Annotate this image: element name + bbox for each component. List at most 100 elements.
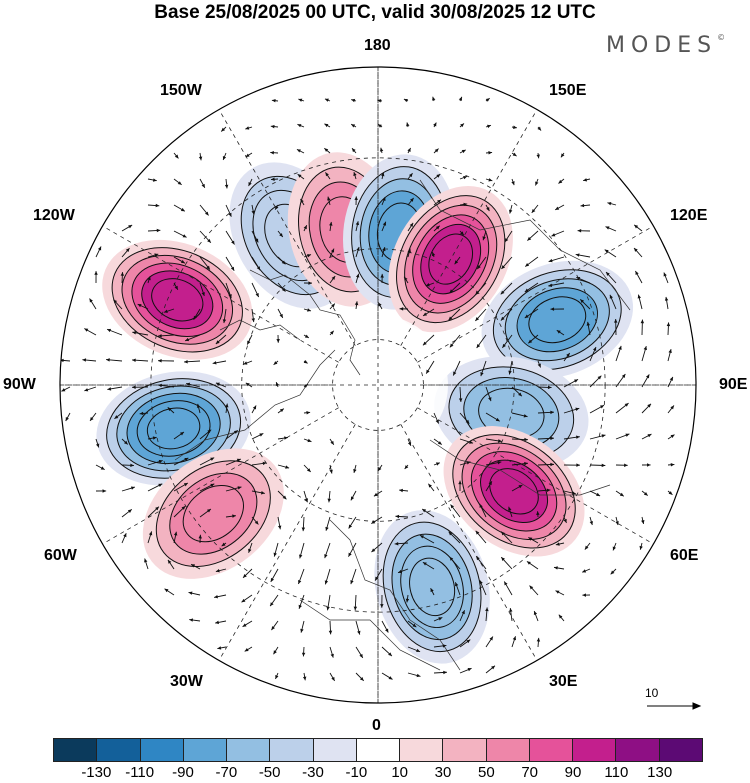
wind-arrow bbox=[609, 294, 617, 310]
wind-arrow bbox=[433, 173, 441, 180]
wind-arrow bbox=[407, 646, 421, 653]
wind-arrow bbox=[95, 438, 100, 448]
wind-arrow bbox=[242, 568, 253, 579]
wind-arrow bbox=[405, 594, 410, 603]
wind-arrow bbox=[425, 282, 435, 287]
wind-arrow bbox=[558, 178, 565, 184]
wind-arrow bbox=[667, 349, 672, 362]
wind-arrow bbox=[173, 531, 178, 544]
wind-arrow bbox=[508, 204, 513, 214]
wind-arrow bbox=[511, 125, 517, 129]
wind-arrow bbox=[84, 386, 97, 392]
wind-arrow bbox=[214, 594, 227, 599]
wind-arrow bbox=[251, 461, 267, 466]
wind-arrow bbox=[407, 222, 414, 232]
wind-arrow bbox=[458, 386, 463, 403]
wind-arrow bbox=[579, 298, 591, 310]
coastline bbox=[429, 439, 611, 496]
wind-arrow bbox=[121, 438, 129, 445]
lon-label-0: 0 bbox=[372, 717, 381, 734]
wind-arrow bbox=[277, 230, 284, 238]
wind-arrow bbox=[277, 516, 282, 530]
anomaly-contour bbox=[121, 254, 234, 345]
meridian bbox=[102, 407, 339, 545]
wind-arrow bbox=[485, 151, 493, 155]
wind-arrow bbox=[500, 556, 513, 570]
wind-arrow bbox=[381, 196, 386, 206]
wind-arrow bbox=[377, 123, 383, 128]
colorbar-tick-label: 30 bbox=[434, 764, 452, 781]
wind-arrow bbox=[550, 307, 565, 311]
wind-arrow bbox=[528, 537, 539, 544]
anomaly-contour bbox=[111, 247, 243, 353]
wind-arrow bbox=[607, 201, 617, 206]
wind-arrow bbox=[475, 308, 487, 322]
wind-arrow bbox=[147, 228, 161, 233]
wind-arrow bbox=[121, 533, 127, 544]
wind-arrow bbox=[121, 508, 133, 518]
wind-arrow bbox=[667, 434, 675, 440]
colorbar-segment bbox=[658, 739, 702, 761]
wind-arrow bbox=[450, 504, 461, 518]
wind-arrow bbox=[351, 147, 357, 154]
wind-arrow bbox=[641, 516, 645, 525]
wind-arrow bbox=[476, 256, 487, 270]
wind-arrow bbox=[350, 123, 357, 128]
wind-arrow bbox=[475, 556, 487, 570]
wind-arrow bbox=[509, 608, 513, 622]
wind-arrow bbox=[381, 221, 387, 232]
anomaly-contour bbox=[489, 468, 539, 515]
wind-arrow bbox=[485, 386, 492, 402]
wind-arrow bbox=[173, 230, 187, 238]
wind-arrow bbox=[640, 319, 645, 336]
wind-arrow bbox=[82, 358, 97, 362]
wind-arrow bbox=[65, 412, 71, 422]
wind-arrow bbox=[485, 665, 496, 674]
wind-arrow bbox=[269, 594, 279, 607]
wind-arrow bbox=[500, 308, 513, 321]
anomaly-contour bbox=[136, 400, 211, 457]
wind-arrow bbox=[475, 530, 487, 544]
anomaly-low-80w bbox=[96, 371, 251, 486]
colorbar-tick-label: 130 bbox=[647, 764, 673, 781]
wind-arrow bbox=[270, 568, 279, 583]
wind-arrow bbox=[641, 374, 650, 388]
wind-arrow bbox=[242, 620, 253, 628]
wind-arrow bbox=[147, 276, 151, 284]
wind-arrow bbox=[225, 458, 242, 466]
wind-arrow bbox=[479, 503, 487, 518]
wind-arrow bbox=[586, 321, 591, 336]
anomaly-high-110w bbox=[102, 239, 253, 360]
wind-arrow bbox=[301, 516, 306, 532]
brand-logo: MODES© bbox=[606, 33, 725, 58]
wind-arrow bbox=[89, 412, 97, 422]
wind-arrow bbox=[563, 352, 571, 362]
wind-arrow bbox=[351, 98, 357, 103]
anomaly-contour bbox=[492, 269, 622, 371]
wind-arrow bbox=[107, 386, 123, 391]
colorbar-tick-label: 50 bbox=[477, 764, 495, 781]
wind-arrow bbox=[404, 464, 409, 470]
colorbar-segment bbox=[312, 739, 356, 761]
colorbar-segment bbox=[182, 739, 227, 761]
brand-copyright-mark: © bbox=[717, 33, 726, 42]
wind-arrow bbox=[173, 204, 186, 212]
wind-arrow bbox=[173, 482, 189, 492]
wind-arrow bbox=[147, 506, 160, 518]
wind-arrow bbox=[132, 331, 149, 336]
wind-arrow bbox=[297, 173, 305, 180]
wind-arrow bbox=[427, 483, 435, 492]
colorbar-segment bbox=[615, 739, 659, 761]
wind-arrow bbox=[350, 490, 357, 501]
wind-arrow bbox=[248, 542, 253, 553]
wind-arrow bbox=[485, 204, 490, 212]
wind-arrow bbox=[563, 516, 567, 524]
anomaly-contour bbox=[409, 557, 456, 617]
wind-arrow bbox=[433, 148, 439, 154]
wind-arrow bbox=[615, 433, 630, 440]
wind-arrow bbox=[303, 410, 311, 415]
wind-arrow bbox=[536, 511, 540, 518]
wind-arrow bbox=[459, 149, 466, 154]
wind-arrow bbox=[224, 178, 229, 189]
wind-arrow bbox=[212, 360, 227, 365]
